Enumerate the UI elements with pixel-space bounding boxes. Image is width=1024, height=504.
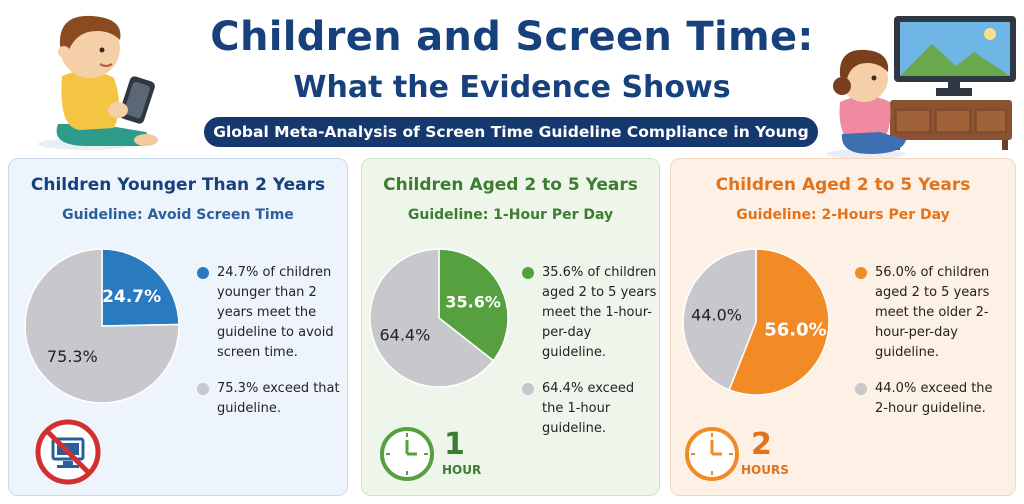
legend-text: exceed the 1-hour guideline.	[542, 381, 635, 436]
card-title: Children Aged 2 to 5 Years	[715, 175, 971, 195]
legend-item-meet: 35.6% of children aged 2 to 5 years meet…	[522, 263, 658, 363]
legend-swatch	[855, 267, 867, 279]
legend-text: exceed the 2-hour guideline.	[875, 381, 993, 416]
badge-number: 2	[751, 427, 772, 462]
badge-number: 1	[444, 427, 465, 462]
card-guideline: Guideline: 2-Hours Per Day	[736, 207, 950, 223]
legend-pct: 44.0%	[875, 381, 917, 396]
boy-with-tablet-illustration	[38, 15, 158, 150]
legend: 35.6% of children aged 2 to 5 years meet…	[522, 263, 658, 455]
legend: 56.0% of children aged 2 to 5 years meet…	[855, 263, 1005, 435]
page-subtitle: What the Evidence Shows	[293, 70, 731, 105]
pie-label-exceed: 44.0%	[691, 305, 742, 324]
legend-text: of children aged 2 to 5 years meet the o…	[875, 265, 990, 360]
badge-unit: HOURS	[741, 463, 789, 477]
clock-icon	[685, 427, 739, 481]
card-guideline: Guideline: 1-Hour Per Day	[407, 207, 614, 223]
legend-swatch	[197, 383, 209, 395]
legend-text: of children younger than 2 years meet th…	[217, 265, 334, 360]
legend-pct: 56.0%	[875, 265, 917, 280]
legend-item-meet: 56.0% of children aged 2 to 5 years meet…	[855, 263, 1005, 363]
legend-swatch	[197, 267, 209, 279]
pie-slice-exceed	[24, 248, 180, 404]
girl-watching-tv-illustration	[826, 16, 1016, 159]
legend-pct: 35.6%	[542, 265, 584, 280]
legend-item-meet: 24.7% of children younger than 2 years m…	[197, 263, 345, 363]
legend-item-exceed: 44.0% exceed the 2-hour guideline.	[855, 379, 1005, 419]
pie-label-exceed: 75.3%	[47, 347, 98, 366]
pie-label-meet: 56.0%	[764, 320, 826, 341]
legend-text: of children aged 2 to 5 years meet the 1…	[542, 265, 657, 360]
legend-swatch	[855, 383, 867, 395]
subtitle-banner: Global Meta-Analysis of Screen Time Guid…	[204, 117, 818, 171]
legend-pct: 24.7%	[217, 265, 259, 280]
legend-item-exceed: 75.3% exceed that guideline.	[197, 379, 345, 419]
no-screen-icon	[35, 419, 101, 485]
page-title: Children and Screen Time:	[210, 14, 814, 60]
legend-pct: 75.3%	[217, 381, 259, 396]
pie-chart-under-2: 24.7% 75.3%	[24, 248, 180, 404]
card-title: Children Younger Than 2 Years	[30, 175, 326, 195]
pie-chart-2-hours: 56.0% 44.0%	[682, 248, 830, 396]
pie-slice-exceed	[369, 248, 495, 388]
pie-slice-meet	[728, 248, 830, 396]
legend-swatch	[522, 383, 534, 395]
pie-slice-meet	[438, 248, 509, 362]
pie-label-meet: 24.7%	[102, 287, 161, 307]
clock-icon	[380, 427, 434, 481]
legend-text: exceed that guideline.	[217, 381, 340, 416]
pie-label-meet: 35.6%	[445, 292, 501, 311]
pie-slice-meet	[101, 248, 180, 327]
pie-label-exceed: 64.4%	[379, 326, 430, 345]
card-guideline: Guideline: Avoid Screen Time	[62, 207, 294, 223]
card-2-to-5-1hour: Children Aged 2 to 5 Years Guideline: 1-…	[361, 158, 660, 496]
pie-chart-1-hour: 35.6% 64.4%	[369, 248, 509, 388]
pie-slice-exceed	[682, 248, 757, 391]
legend-swatch	[522, 267, 534, 279]
legend: 24.7% of children younger than 2 years m…	[197, 263, 345, 435]
legend-pct: 64.4%	[542, 381, 584, 396]
badge-unit: HOUR	[442, 463, 482, 477]
card-2-to-5-2hours: Children Aged 2 to 5 Years Guideline: 2-…	[670, 158, 1016, 496]
card-title: Children Aged 2 to 5 Years	[383, 175, 638, 195]
card-under-2: Children Younger Than 2 Years Guideline:…	[8, 158, 348, 496]
legend-item-exceed: 64.4% exceed the 1-hour guideline.	[522, 379, 658, 439]
